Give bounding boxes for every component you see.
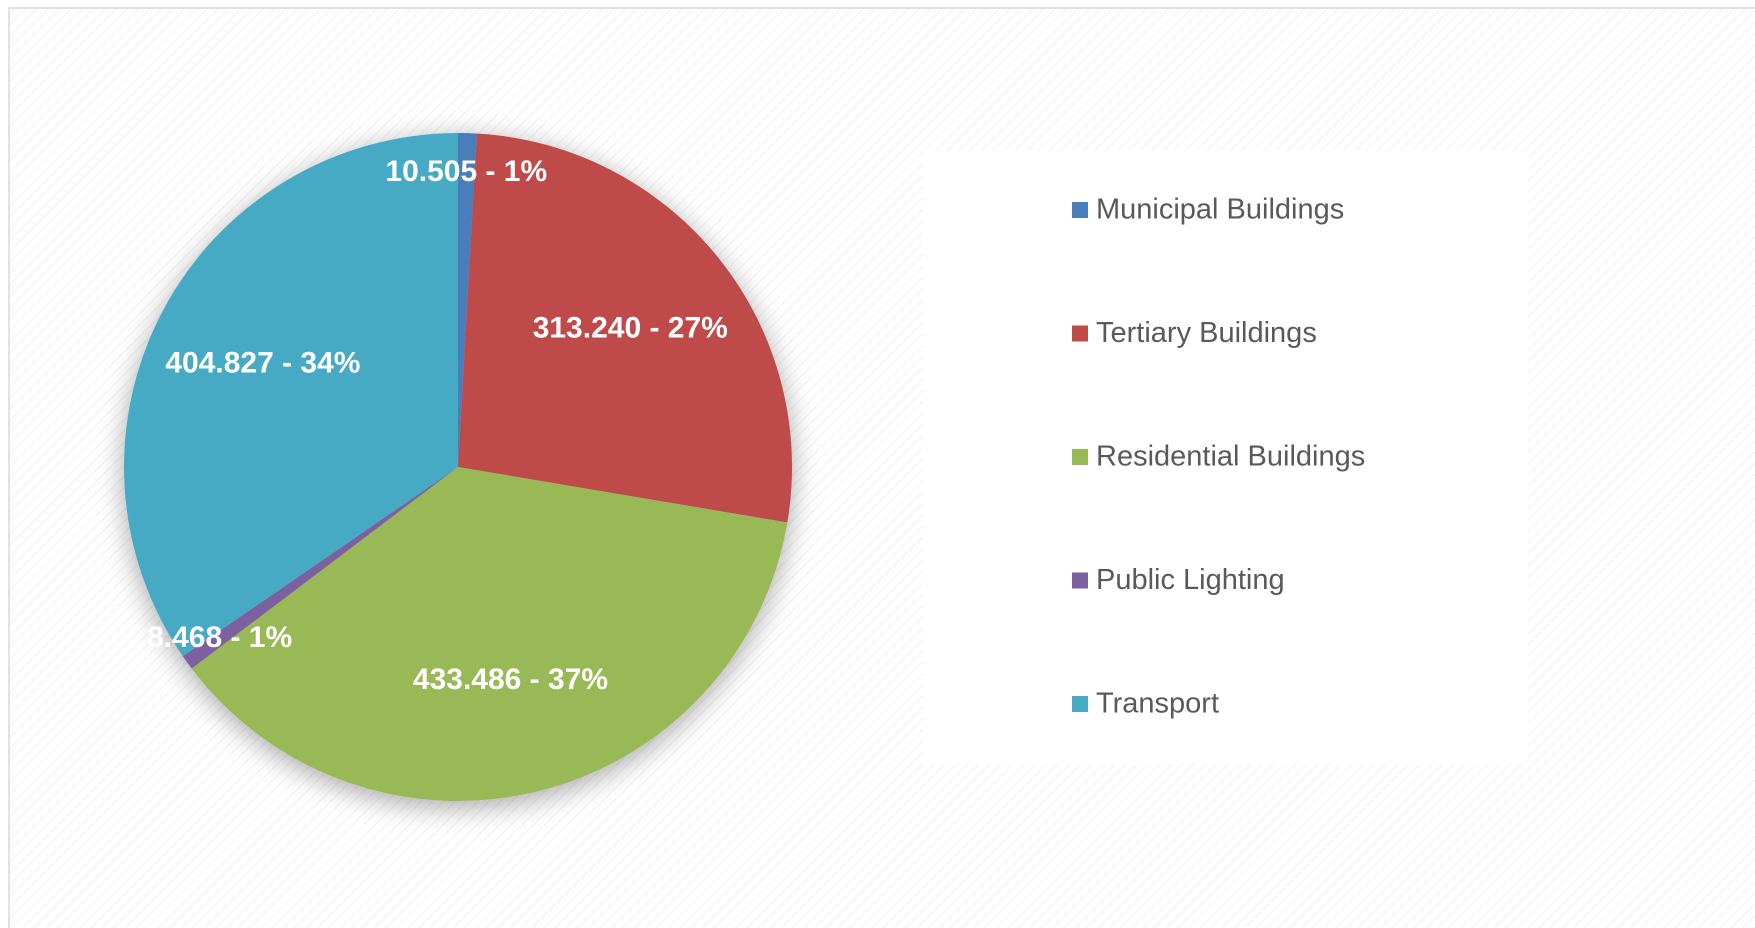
data-label: 10.505 - 1%	[385, 155, 547, 188]
pie-slice	[191, 467, 788, 802]
legend-label: Residential Buildings	[1096, 441, 1365, 473]
legend-label: Tertiary Buildings	[1096, 317, 1317, 349]
data-label: 404.827 - 34%	[165, 346, 360, 379]
legend-marker	[1072, 202, 1088, 218]
pie	[123, 133, 792, 802]
data-label: 8.468 - 1%	[147, 621, 292, 654]
pie-slice	[182, 467, 458, 669]
legend-marker	[1072, 696, 1088, 712]
legend-box	[923, 151, 1528, 764]
data-label: 313.240 - 27%	[533, 311, 728, 344]
legend-label: Transport	[1096, 688, 1219, 720]
pie-slice	[458, 133, 792, 523]
legend-marker	[1072, 572, 1088, 589]
legend-marker	[1072, 449, 1088, 465]
pie-slice	[458, 133, 477, 467]
data-label: 433.486 - 37%	[413, 663, 608, 696]
legend-marker	[1072, 325, 1088, 342]
legend-label: Public Lighting	[1096, 564, 1285, 596]
pie-slice	[123, 133, 458, 657]
legend-label: Municipal Buildings	[1096, 194, 1344, 226]
